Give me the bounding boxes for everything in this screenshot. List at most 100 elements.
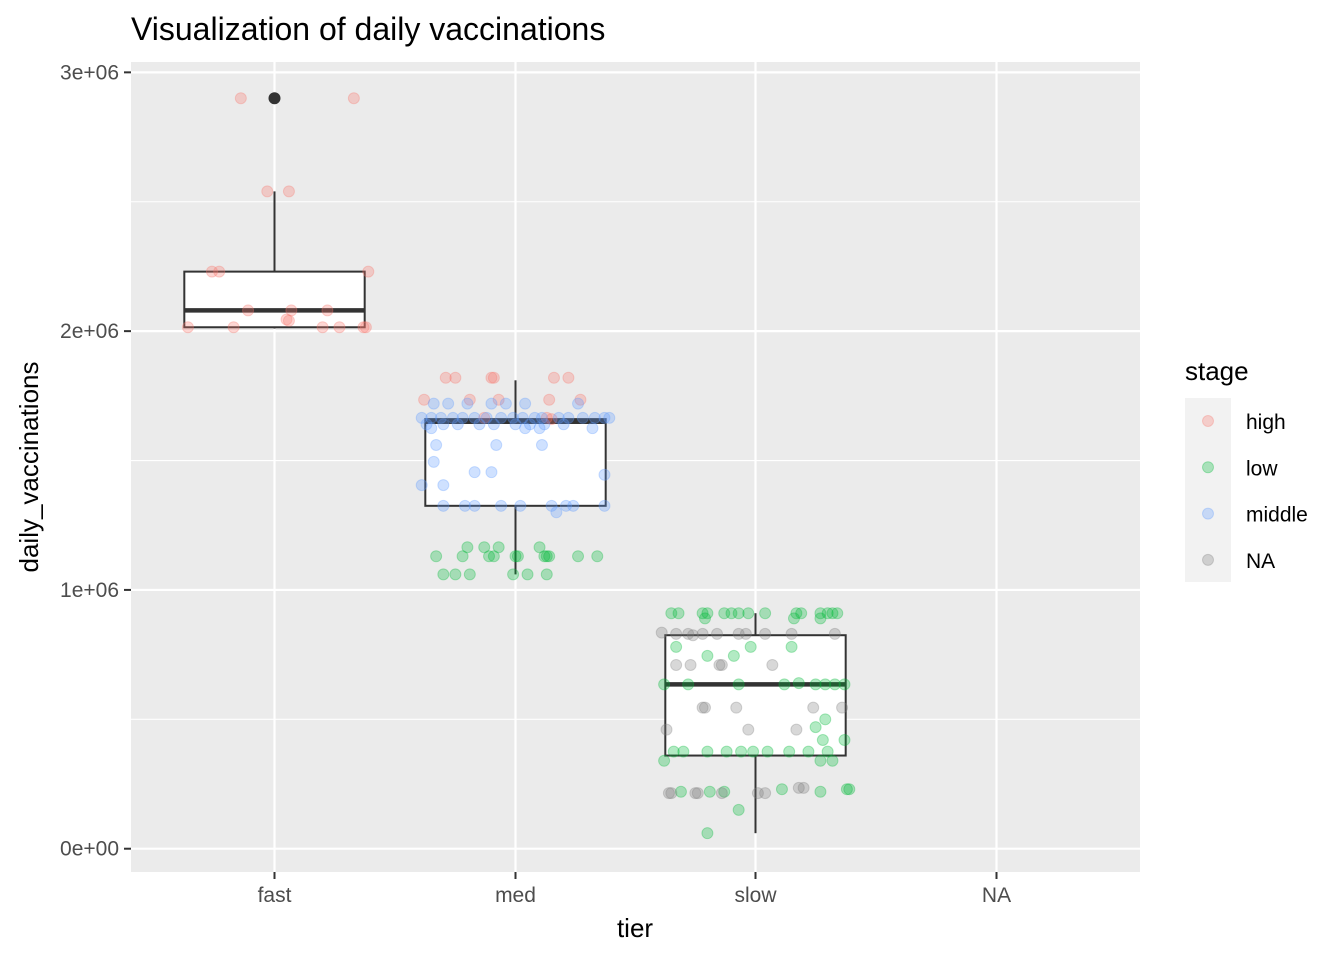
data-point	[682, 627, 695, 640]
y-tick-label: 1e+06	[60, 579, 119, 602]
data-point	[576, 411, 589, 424]
data-point	[698, 612, 711, 625]
data-point	[696, 627, 709, 640]
data-point	[425, 422, 438, 435]
data-point	[662, 787, 675, 800]
data-point	[521, 568, 534, 581]
data-point	[674, 785, 687, 798]
data-point	[802, 745, 815, 758]
data-point	[730, 701, 743, 714]
data-point	[487, 550, 500, 563]
data-point	[701, 745, 714, 758]
data-point	[535, 411, 548, 424]
points-layer	[181, 92, 856, 840]
data-point	[557, 418, 570, 431]
data-point	[357, 321, 370, 334]
data-point	[586, 422, 599, 435]
y-tick-label: 3e+06	[60, 61, 119, 84]
data-point	[535, 439, 548, 452]
data-point	[523, 418, 536, 431]
data-point	[562, 411, 575, 424]
data-point	[572, 397, 585, 410]
data-point	[461, 397, 474, 410]
data-point	[468, 466, 481, 479]
data-point	[759, 607, 772, 620]
data-point	[552, 411, 565, 424]
data-point	[701, 827, 714, 840]
data-point	[785, 627, 798, 640]
data-point	[437, 499, 450, 512]
legend-label: middle	[1246, 504, 1308, 527]
data-point	[826, 607, 839, 620]
legend-label: NA	[1246, 550, 1275, 573]
data-point	[242, 304, 255, 317]
legend-key	[1202, 553, 1214, 566]
data-point	[660, 723, 673, 736]
data-point	[725, 607, 738, 620]
data-point	[560, 499, 573, 512]
data-point	[507, 568, 520, 581]
data-point	[572, 550, 585, 563]
data-point	[814, 612, 827, 625]
data-point	[545, 413, 558, 426]
data-point	[603, 411, 616, 424]
data-point	[442, 397, 455, 410]
data-point	[427, 455, 440, 468]
data-point	[655, 626, 668, 639]
data-point	[778, 678, 791, 691]
data-point	[519, 422, 532, 435]
plot-panel	[131, 62, 1140, 872]
x-tick-label: med	[495, 884, 536, 907]
legend-title: stage	[1185, 356, 1249, 386]
data-point	[437, 479, 450, 492]
data-point	[181, 321, 194, 334]
data-point	[739, 627, 752, 640]
data-point	[528, 411, 541, 424]
data-point	[732, 678, 745, 691]
data-point	[698, 701, 711, 714]
data-point	[449, 371, 462, 384]
data-point	[463, 393, 476, 406]
data-point	[821, 607, 834, 620]
data-point	[766, 658, 779, 671]
data-point	[543, 393, 556, 406]
data-point	[483, 550, 496, 563]
data-point	[418, 393, 431, 406]
data-point	[665, 607, 678, 620]
data-point	[598, 468, 611, 481]
data-point	[282, 314, 295, 327]
data-point	[658, 678, 671, 691]
data-point	[485, 466, 498, 479]
y-axis-title: daily_vaccinations	[14, 361, 44, 572]
data-point	[285, 304, 298, 317]
data-point	[670, 640, 683, 653]
box-outlier	[268, 92, 281, 105]
data-point	[689, 787, 702, 800]
data-point	[425, 411, 438, 424]
data-point	[516, 411, 529, 424]
data-point	[487, 418, 500, 431]
data-point	[468, 411, 481, 424]
data-point	[567, 499, 580, 512]
data-point	[783, 745, 796, 758]
data-point	[715, 658, 728, 671]
data-point	[795, 607, 808, 620]
data-point	[533, 541, 546, 554]
data-point	[347, 92, 360, 105]
data-point	[831, 607, 844, 620]
legend-key-background	[1185, 398, 1231, 582]
data-point	[514, 499, 527, 512]
data-point	[667, 745, 680, 758]
data-point	[420, 418, 433, 431]
data-point	[430, 550, 443, 563]
data-point	[468, 499, 481, 512]
y-axis: 0e+00 1e+06 2e+06 3e+06	[60, 61, 131, 861]
data-point	[495, 411, 508, 424]
data-point	[720, 745, 733, 758]
data-point	[540, 550, 553, 563]
data-point	[492, 541, 505, 554]
data-point	[677, 745, 690, 758]
data-point	[456, 550, 469, 563]
data-point	[282, 185, 295, 198]
